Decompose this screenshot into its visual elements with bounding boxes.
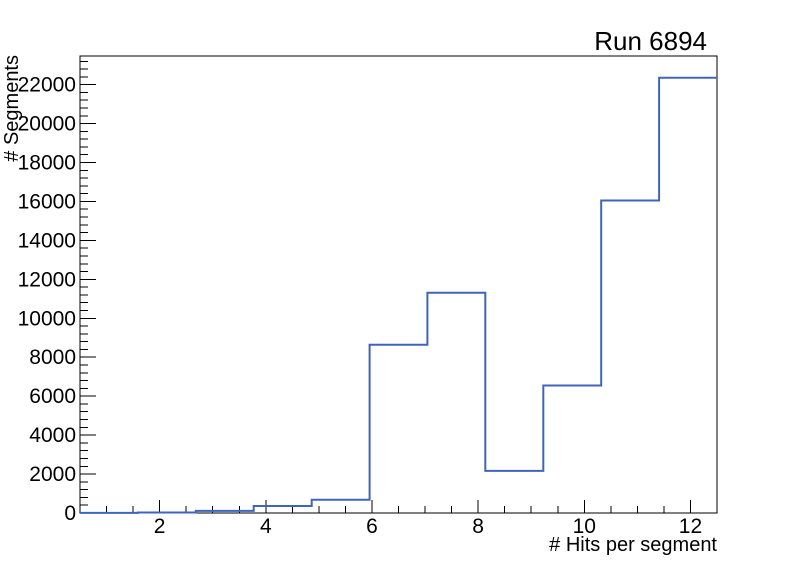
y-tick-label: 14000	[18, 229, 76, 252]
y-tick-label: 22000	[18, 74, 76, 97]
y-tick-label: 10000	[18, 307, 76, 330]
x-axis-title: # Hits per segment	[549, 534, 717, 556]
axes-layer: 2 4 6 8 10 12 0 2000 4000 6000 8000 10000 12000 14000…	[18, 55, 718, 538]
y-axis-title: # Segments	[1, 55, 23, 162]
x-tick-label: 4	[260, 515, 272, 538]
plot-frame	[79, 55, 718, 514]
y-tick-label: 2000	[29, 463, 76, 486]
histogram-line	[80, 76, 717, 514]
y-tick-label: 16000	[18, 190, 76, 213]
x-tick-label: 2	[154, 515, 166, 538]
x-tick-label: 6	[366, 515, 378, 538]
x-tick-label: 10	[573, 515, 596, 538]
x-tick-label: 8	[472, 515, 484, 538]
y-tick-label: 0	[64, 502, 76, 525]
y-tick-label: 18000	[18, 152, 76, 175]
y-tick-label: 20000	[18, 113, 76, 136]
x-tick-label: 12	[679, 515, 702, 538]
y-tick-label: 6000	[29, 385, 76, 408]
y-tick-label: 8000	[29, 346, 76, 369]
plot-title: Run 6894	[594, 26, 707, 56]
y-tick-label: 4000	[29, 424, 76, 447]
y-tick-label: 12000	[18, 268, 76, 291]
